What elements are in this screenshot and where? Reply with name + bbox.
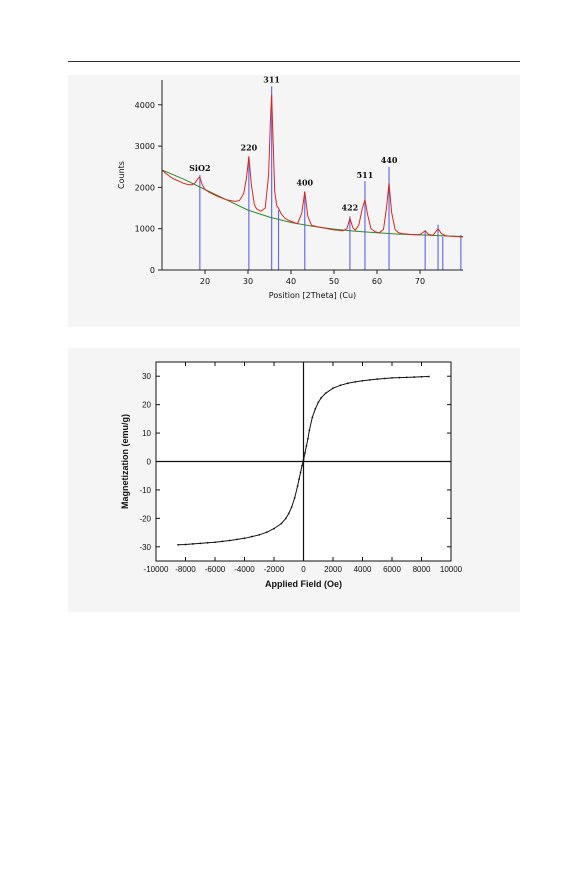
vsm-x-tick-label: -4000: [234, 565, 255, 574]
xrd-y-tick-label: 3000: [135, 142, 155, 151]
magnetization-point: [302, 459, 305, 461]
magnetization-point: [304, 452, 306, 454]
xrd-peak-label: SiO2: [189, 163, 210, 173]
magnetization-point: [293, 496, 296, 499]
xrd-x-tick-label: 70: [415, 277, 425, 286]
magnetization-point: [298, 478, 300, 481]
magnetization-point: [206, 541, 209, 544]
magnetization-point: [317, 401, 320, 404]
magnetization-point: [296, 485, 299, 487]
magnetization-point: [250, 535, 253, 538]
magnetization-point: [405, 376, 408, 379]
xrd-measured-pattern: [161, 94, 464, 238]
xrd-axes: 20 30 40 50 60 70 0 1000 2000 3000 4000: [135, 80, 463, 286]
xrd-y-tick-label: 2000: [135, 183, 155, 192]
vsm-x-tick-label: 6000: [383, 565, 401, 574]
magnetization-point: [287, 512, 290, 515]
vsm-x-tick-label: 10000: [440, 565, 463, 574]
xrd-peak-labels: SiO2 220 311 400 422 511 440: [189, 74, 398, 212]
vsm-x-tick-label: 0: [301, 565, 306, 574]
magnetization-point: [305, 444, 308, 447]
vsm-x-tick-label: -2000: [264, 565, 285, 574]
magnetization-point: [391, 377, 393, 379]
magnetization-point: [346, 382, 349, 385]
magnetization-point: [320, 396, 323, 399]
magnetization-point: [177, 543, 180, 546]
xrd-y-tick-label: 0: [150, 266, 155, 275]
xrd-y-tick-label: 1000: [135, 225, 155, 234]
magnetization-point: [332, 387, 334, 390]
xrd-peak-label: 511: [357, 170, 374, 180]
xrd-peak-label: 422: [342, 202, 359, 212]
magnetization-point: [273, 527, 275, 530]
magnetization-point: [354, 381, 357, 383]
vsm-y-tick-label: 10: [142, 429, 151, 438]
magnetization-point: [258, 533, 261, 536]
magnetization-point: [314, 408, 317, 410]
magnetization-point: [280, 522, 283, 525]
magnetization-point: [361, 379, 364, 382]
magnetization-point: [184, 543, 187, 546]
xrd-x-tick-label: 50: [329, 277, 339, 286]
xrd-x-tick-label: 20: [200, 277, 210, 286]
vsm-x-tick-label: 2000: [324, 565, 342, 574]
magnetization-point: [383, 377, 386, 380]
magnetization-point: [290, 506, 293, 508]
magnetization-point: [427, 375, 430, 378]
magnetization-point: [214, 541, 216, 544]
vsm-figure-panel: -10000 -8000 -6000 -4000 -2000 0 2000 4000 6000 8…: [68, 348, 520, 612]
magnetization-point: [398, 376, 401, 379]
magnetization-points: [177, 375, 430, 546]
xrd-y-tick-label: 4000: [135, 101, 155, 110]
xrd-y-axis-label: Counts: [117, 161, 126, 189]
magnetization-point: [199, 542, 202, 545]
vsm-x-tick-label: -6000: [205, 565, 226, 574]
magnetization-point: [299, 471, 302, 474]
xrd-chart: 20 30 40 50 60 70 0 1000 2000 3000 4000 SiO2 220 311…: [117, 74, 464, 300]
xrd-reference-lines: [199, 86, 462, 270]
magnetization-point: [339, 384, 342, 387]
magnetization-point: [307, 437, 309, 440]
xrd-figure-panel: 20 30 40 50 60 70 0 1000 2000 3000 4000 SiO2 220 311…: [68, 74, 520, 327]
xrd-peak-label: 400: [296, 178, 313, 188]
vsm-x-tick-label: 4000: [354, 565, 372, 574]
xrd-x-axis-label: Position [2Theta] (Cu): [269, 291, 356, 300]
xrd-peak-label: 311: [263, 74, 280, 84]
magnetization-point: [324, 392, 327, 395]
magnetization-chart: -10000 -8000 -6000 -4000 -2000 0 2000 4000 6000 8…: [120, 361, 463, 589]
vsm-y-axis-label: Magnetization (emu/g): [120, 414, 130, 509]
magnetization-point: [413, 376, 416, 378]
vsm-x-tick-label: -8000: [175, 565, 196, 574]
magnetization-point: [311, 416, 314, 419]
magnetization-point: [228, 539, 231, 542]
xrd-peak-label: 440: [381, 155, 398, 165]
magnetization-point: [420, 375, 423, 378]
magnetization-point: [191, 543, 194, 545]
page-header-rule: [68, 61, 520, 62]
xrd-x-tick-label: 60: [372, 277, 382, 286]
xrd-peak-label: 220: [241, 142, 258, 152]
magnetization-point: [221, 540, 224, 543]
magnetization-point: [265, 531, 268, 534]
vsm-x-axis-label: Applied Field (Oe): [265, 579, 342, 589]
xrd-x-tick-label: 40: [286, 277, 296, 286]
vsm-y-tick-label: -30: [139, 543, 151, 552]
vsm-x-tick-label: 8000: [413, 565, 431, 574]
magnetization-point: [308, 429, 311, 432]
magnetization-point: [301, 464, 303, 467]
xrd-x-tick-label: 30: [243, 277, 253, 286]
magnetization-point: [376, 378, 379, 380]
vsm-y-tick-label: 0: [147, 458, 152, 467]
vsm-y-tick-label: 30: [142, 372, 151, 381]
vsm-y-tick-label: -20: [139, 514, 151, 523]
vsm-x-tick-label: -10000: [144, 565, 169, 574]
magnetization-point: [243, 537, 246, 540]
vsm-y-tick-label: 20: [142, 401, 151, 410]
magnetization-point: [368, 379, 371, 381]
vsm-y-tick-label: -10: [139, 486, 151, 495]
magnetization-point: [236, 538, 239, 541]
magnetization-point: [284, 517, 287, 520]
